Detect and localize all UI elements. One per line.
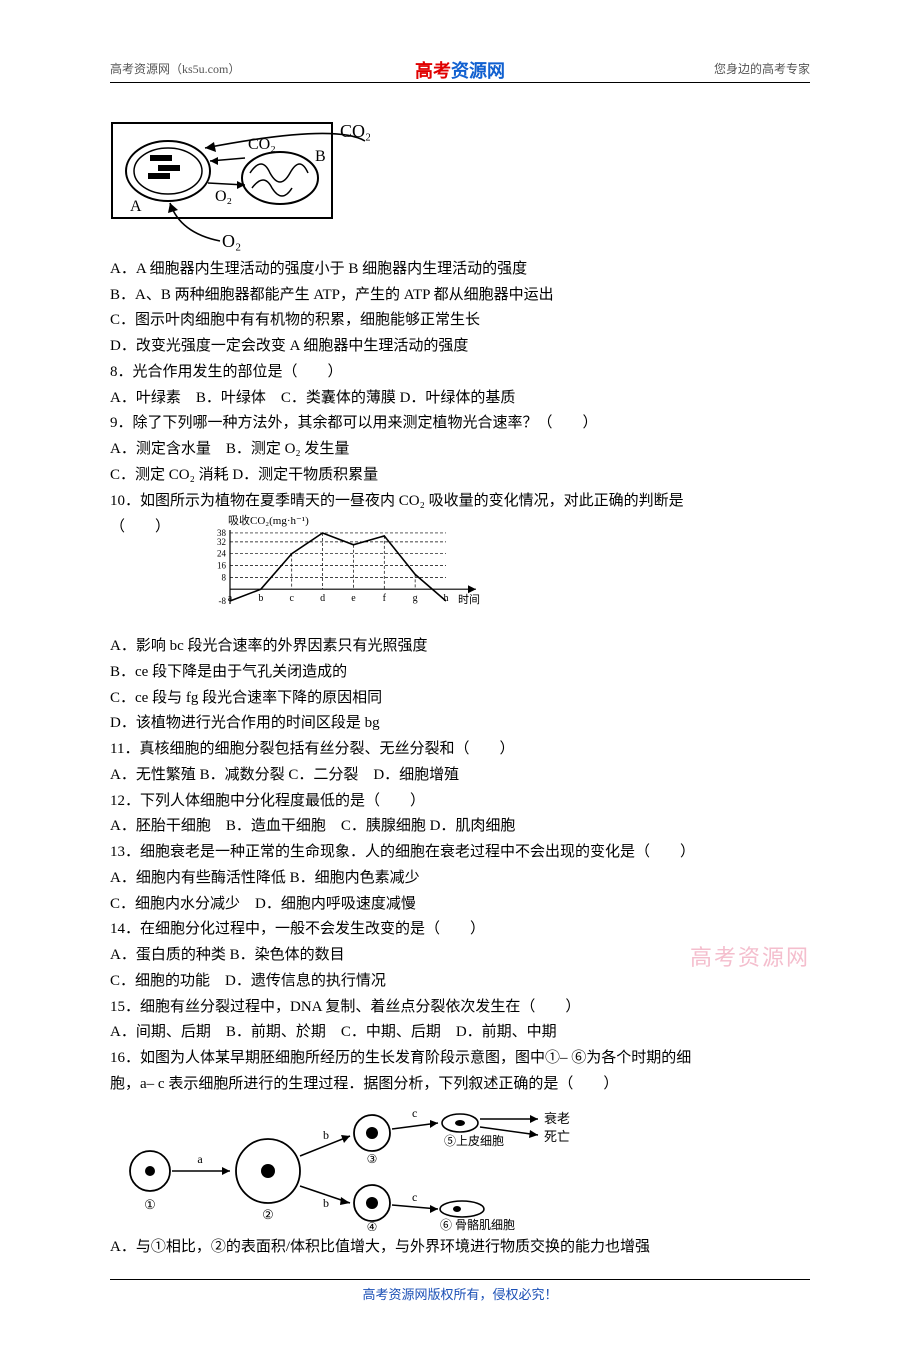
q16-stem-2: 胞，a– c 表示细胞所进行的生理过程．据图分析，下列叙述正确的是（ ） — [110, 1072, 810, 1097]
q16-option-a: A．与①相比，②的表面积/体积比值增大，与外界环境进行物质交换的能力也增强 — [110, 1235, 810, 1260]
svg-text:e: e — [351, 593, 356, 604]
header-brand-red: 高考 — [415, 61, 451, 81]
svg-text:c: c — [412, 1106, 417, 1120]
q8-stem: 8．光合作用发生的部位是（ ） — [110, 360, 810, 385]
svg-text:死亡: 死亡 — [544, 1129, 570, 1144]
q16-stem-1: 16．如图为人体某早期胚细胞所经历的生长发育阶段示意图，图中①– ⑥为各个时期的… — [110, 1046, 810, 1071]
header-right: 您身边的高考专家 — [714, 60, 810, 80]
q11-stem: 11．真核细胞的细胞分裂包括有丝分裂、无丝分裂和（ ） — [110, 737, 810, 762]
q7-option-b: B．A、B 两种细胞器都能产生 ATP，产生的 ATP 都从细胞器中运出 — [110, 283, 810, 308]
svg-text:b: b — [323, 1128, 329, 1142]
q9-stem: 9．除了下列哪一种方法外，其余都可以用来测定植物光合速率？（ ） — [110, 411, 810, 436]
q9-opt-ab: A．测定含水量 B．测定 O₂ 发生量 — [110, 437, 810, 462]
q7-option-d: D．改变光强度一定会改变 A 细胞器中生理活动的强度 — [110, 334, 810, 359]
q11-options: A．无性繁殖 B．减数分裂 C．二分裂 D．细胞增殖 — [110, 763, 810, 788]
q14-stem: 14．在细胞分化过程中，一般不会发生改变的是（ ） — [110, 917, 810, 942]
q7-option-a: A．A 细胞器内生理活动的强度小于 B 细胞器内生理活动的强度 — [110, 257, 810, 282]
svg-text:8: 8 — [222, 573, 227, 583]
svg-text:a: a — [197, 1152, 203, 1166]
label-a: A — [130, 198, 142, 215]
q12-stem: 12．下列人体细胞中分化程度最低的是（ ） — [110, 789, 810, 814]
svg-text:a: a — [228, 593, 233, 604]
q9-opt-cd: C．测定 CO₂ 消耗 D．测定干物质积累量 — [110, 463, 810, 488]
svg-text:②: ② — [262, 1207, 274, 1222]
q12-options: A．胚胎干细胞 B．造血干细胞 C．胰腺细胞 D．肌肉细胞 — [110, 814, 810, 839]
figure-cell-organelles: CO₂ O₂ CO₂ O₂ A B — [110, 113, 810, 253]
page-header: 高考资源网（ks5u.com） 高考资源网 您身边的高考专家 — [110, 60, 810, 83]
label-b: B — [315, 148, 326, 165]
svg-text:③: ③ — [367, 1152, 378, 1166]
content-body: CO₂ O₂ CO₂ O₂ A B A．A 细胞器内生理活动的强度小于 B 细胞… — [110, 113, 810, 1260]
q10-paren: （ ） — [110, 515, 180, 540]
svg-text:32: 32 — [217, 537, 226, 547]
svg-text:衰老: 衰老 — [544, 1111, 570, 1126]
q7-option-c: C．图示叶肉细胞中有有机物的积累，细胞能够正常生长 — [110, 308, 810, 333]
q10-stem: 10．如图所示为植物在夏季晴天的一昼夜内 CO₂ 吸收量的变化情况，对此正确的判… — [110, 489, 810, 514]
svg-text:b: b — [258, 593, 263, 604]
q8-options: A．叶绿素 B．叶绿体 C．类囊体的薄膜 D．叶绿体的基质 — [110, 386, 810, 411]
svg-text:24: 24 — [217, 549, 227, 559]
svg-text:f: f — [383, 593, 387, 604]
q13-opt-ab: A．细胞内有些酶活性降低 B．细胞内色素减少 — [110, 866, 810, 891]
label-o2-inner: O₂ — [215, 188, 232, 205]
svg-text:①: ① — [144, 1197, 156, 1212]
svg-text:16: 16 — [217, 561, 227, 571]
header-brand-blue: 资源网 — [451, 61, 505, 81]
q13-stem: 13．细胞衰老是一种正常的生命现象．人的细胞在衰老过程中不会出现的变化是（ ） — [110, 840, 810, 865]
svg-text:⑥ 骨骼肌细胞: ⑥ 骨骼肌细胞 — [440, 1217, 515, 1231]
svg-text:g: g — [413, 593, 418, 604]
figure-cell-development: ① a ② b b ③ ④ c c ⑤上皮细胞 ⑥ 骨骼肌细胞 衰老死亡 — [110, 1101, 810, 1231]
figure-co2-chart: 吸收CO₂(mg·h⁻¹)383224168-8abcdefgh时间 — [186, 514, 486, 633]
q10-option-d: D．该植物进行光合作用的时间区段是 bg — [110, 711, 810, 736]
svg-text:d: d — [320, 593, 325, 604]
svg-text:b: b — [323, 1196, 329, 1210]
q10-option-c: C．ce 段与 fg 段光合速率下降的原因相同 — [110, 686, 810, 711]
svg-text:④: ④ — [367, 1220, 378, 1231]
svg-text:⑤上皮细胞: ⑤上皮细胞 — [444, 1134, 504, 1148]
svg-text:吸收CO₂(mg·h⁻¹): 吸收CO₂(mg·h⁻¹) — [228, 514, 309, 527]
q13-opt-cd: C．细胞内水分减少 D．细胞内呼吸速度减慢 — [110, 892, 810, 917]
svg-text:c: c — [412, 1190, 417, 1204]
q10-option-b: B．ce 段下降是由于气孔关闭造成的 — [110, 660, 810, 685]
q15-stem: 15．细胞有丝分裂过程中，DNA 复制、着丝点分裂依次发生在（ ） — [110, 995, 810, 1020]
q10-option-a: A．影响 bc 段光合速率的外界因素只有光照强度 — [110, 634, 810, 659]
svg-text:-8: -8 — [219, 596, 227, 606]
q14-opt-ab: A．蛋白质的种类 B．染色体的数目 — [110, 943, 810, 968]
q14-opt-cd: C．细胞的功能 D．遗传信息的执行情况 — [110, 969, 810, 994]
header-left: 高考资源网（ks5u.com） — [110, 60, 240, 80]
svg-text:时间: 时间 — [458, 593, 480, 606]
q15-options: A．间期、后期 B．前期、於期 C．中期、后期 D．前期、中期 — [110, 1020, 810, 1045]
svg-text:c: c — [289, 593, 294, 604]
label-co2-outer: CO₂ — [340, 121, 370, 141]
label-o2-lower: O₂ — [222, 231, 241, 251]
